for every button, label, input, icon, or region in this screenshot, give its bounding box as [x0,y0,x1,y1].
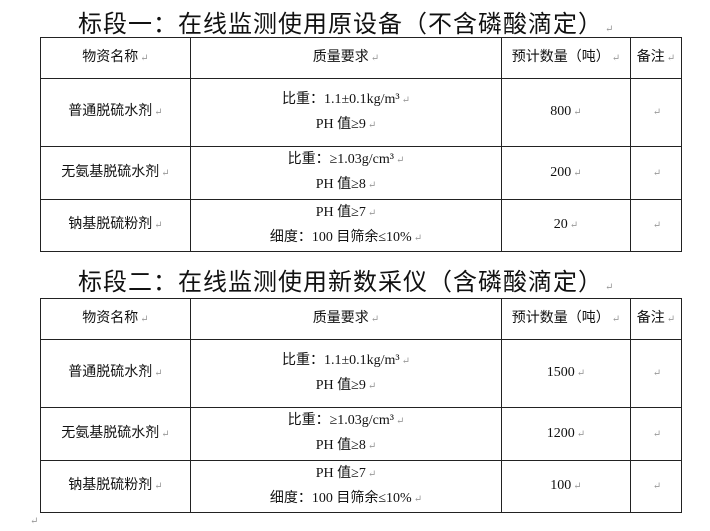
material-name: 无氨基脱硫水剂 ↵ [40,407,191,461]
section-title: 标段一：在线监测使用原设备（不含磷酸滴定） ↵ [78,12,615,38]
quality-requirement: 比重：≥1.03g/cm³ ↵ PH 值≥8 ↵ [190,407,502,461]
note: ↵ [630,78,682,147]
material-name: 无氨基脱硫水剂 ↵ [40,146,191,200]
note: ↵ [630,339,682,408]
materials-table: 物资名称 ↵ 质量要求 ↵ 预计数量（吨） ↵ 备注 ↵ 普通脱硫水剂 ↵ 比重：1.1±0.1… [40,37,682,252]
column-header: 物资名称 ↵ [40,298,191,340]
quantity: 100 ↵ [501,460,631,513]
table-row: 钠基脱硫粉剂 ↵ PH 值≥7 ↵ 细度：100 目筛余≤10% ↵ 20 ↵ ↵ [40,199,682,252]
table-row: 普通脱硫水剂 ↵ 比重：1.1±0.1kg/m³ ↵ PH 值≥9 ↵ 1500 ↵ ↵ [40,339,682,408]
column-header: 备注 ↵ [630,298,682,340]
column-header: 预计数量（吨） ↵ [501,298,631,340]
quantity: 1200 ↵ [501,407,631,461]
quality-requirement: 比重：1.1±0.1kg/m³ ↵ PH 值≥9 ↵ [190,78,502,147]
column-header: 备注 ↵ [630,37,682,79]
materials-table: 物资名称 ↵ 质量要求 ↵ 预计数量（吨） ↵ 备注 ↵ 普通脱硫水剂 ↵ 比重：1.1±0.1… [40,298,682,513]
quality-requirement: PH 值≥7 ↵ 细度：100 目筛余≤10% ↵ [190,460,502,513]
material-name: 普通脱硫水剂 ↵ [40,339,191,408]
table-header-row: 物资名称 ↵ 质量要求 ↵ 预计数量（吨） ↵ 备注 ↵ [40,298,682,340]
column-header: 预计数量（吨） ↵ [501,37,631,79]
column-header: 物资名称 ↵ [40,37,191,79]
table-row: 钠基脱硫粉剂 ↵ PH 值≥7 ↵ 细度：100 目筛余≤10% ↵ 100 ↵ ↵ [40,460,682,513]
quality-requirement: PH 值≥7 ↵ 细度：100 目筛余≤10% ↵ [190,199,502,252]
quantity: 20 ↵ [501,199,631,252]
quantity: 200 ↵ [501,146,631,200]
note: ↵ [630,199,682,252]
table-row: 普通脱硫水剂 ↵ 比重：1.1±0.1kg/m³ ↵ PH 值≥9 ↵ 800 ↵ ↵ [40,78,682,147]
note: ↵ [630,407,682,461]
material-name: 钠基脱硫粉剂 ↵ [40,460,191,513]
column-header: 质量要求 ↵ [190,37,502,79]
note: ↵ [630,460,682,513]
quantity: 800 ↵ [501,78,631,147]
quality-requirement: 比重：1.1±0.1kg/m³ ↵ PH 值≥9 ↵ [190,339,502,408]
quantity: 1500 ↵ [501,339,631,408]
paragraph-mark: ↵ [30,516,39,527]
section-title: 标段二：在线监测使用新数采仪（含磷酸滴定） ↵ [78,270,615,296]
material-name: 普通脱硫水剂 ↵ [40,78,191,147]
column-header: 质量要求 ↵ [190,298,502,340]
table-row: 无氨基脱硫水剂 ↵ 比重：≥1.03g/cm³ ↵ PH 值≥8 ↵ 1200 ↵ ↵ [40,407,682,461]
material-name: 钠基脱硫粉剂 ↵ [40,199,191,252]
note: ↵ [630,146,682,200]
quality-requirement: 比重：≥1.03g/cm³ ↵ PH 值≥8 ↵ [190,146,502,200]
table-row: 无氨基脱硫水剂 ↵ 比重：≥1.03g/cm³ ↵ PH 值≥8 ↵ 200 ↵ ↵ [40,146,682,200]
table-header-row: 物资名称 ↵ 质量要求 ↵ 预计数量（吨） ↵ 备注 ↵ [40,37,682,79]
